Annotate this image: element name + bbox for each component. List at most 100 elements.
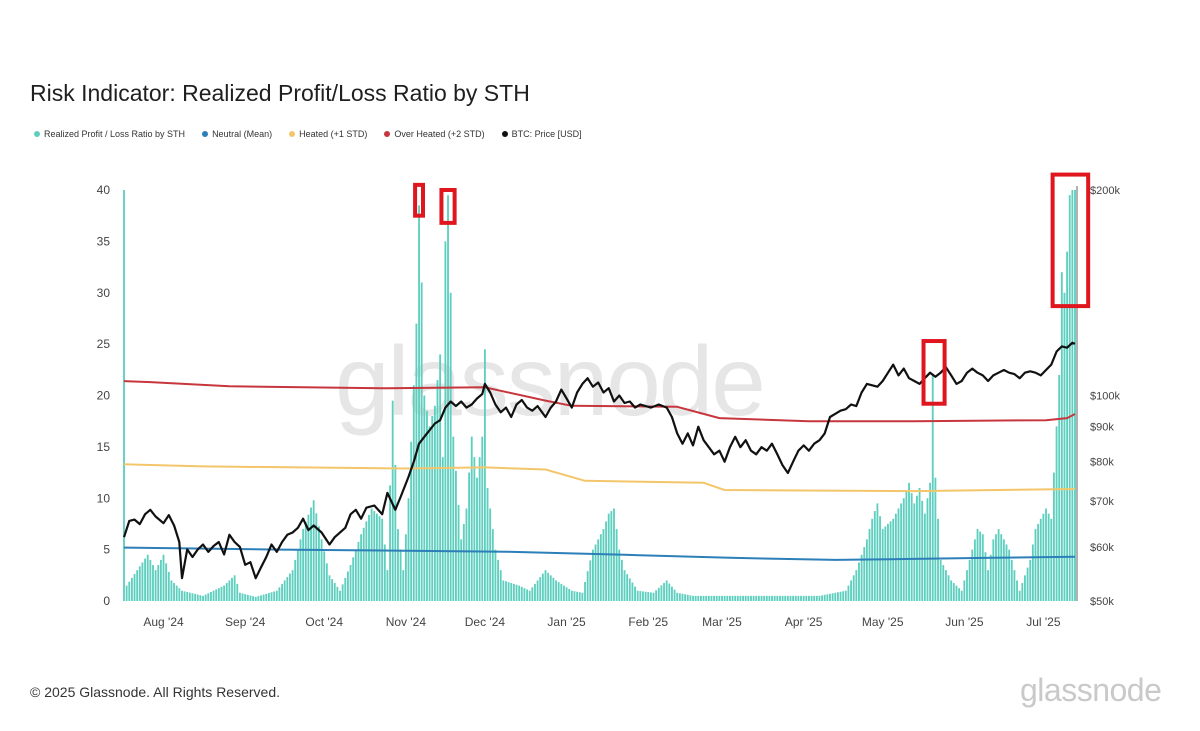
ratio-bar xyxy=(328,575,331,601)
ratio-bar xyxy=(423,395,426,601)
y-right-tick-label: $100k xyxy=(1090,391,1120,403)
ratio-bar xyxy=(736,595,739,601)
ratio-bar xyxy=(813,595,816,601)
ratio-bar xyxy=(478,457,481,601)
ratio-bar xyxy=(1002,539,1005,601)
ratio-bar xyxy=(254,596,257,601)
ratio-bar xyxy=(765,595,768,601)
ratio-bar xyxy=(552,577,555,601)
x-tick-label: Jun '25 xyxy=(945,615,984,629)
y-right-tick-label: $200k xyxy=(1090,185,1120,197)
ratio-bar xyxy=(581,592,584,601)
ratio-bar xyxy=(325,563,328,601)
ratio-bar xyxy=(934,477,937,601)
ratio-bar xyxy=(1063,292,1066,601)
ratio-bar xyxy=(491,529,494,601)
ratio-bar xyxy=(752,595,755,601)
ratio-bar xyxy=(207,593,210,601)
ratio-bar xyxy=(992,539,995,601)
ratio-bar xyxy=(502,580,505,601)
ratio-bar xyxy=(1053,472,1055,601)
ratio-bar xyxy=(628,578,631,601)
ratio-bar xyxy=(323,551,326,601)
ratio-bar xyxy=(157,565,160,601)
series-line-over-heated-2-std xyxy=(123,380,1076,423)
ratio-bar xyxy=(594,544,597,601)
legend-item-neutral[interactable]: Neutral (Mean) xyxy=(202,129,272,139)
ratio-bar xyxy=(557,582,560,601)
ratio-bar xyxy=(252,596,255,601)
ratio-bar xyxy=(829,593,831,601)
ratio-bar xyxy=(831,593,834,601)
ratio-bar xyxy=(310,507,312,601)
ratio-bar xyxy=(1050,518,1053,601)
ratio-bar xyxy=(763,595,766,601)
ratio-bar xyxy=(647,592,650,601)
ratio-bar xyxy=(823,594,826,601)
legend-swatch xyxy=(384,131,391,137)
ratio-bar xyxy=(549,575,552,601)
ratio-bar xyxy=(307,514,310,601)
ratio-bar xyxy=(534,583,536,601)
ratio-bar xyxy=(531,587,534,601)
ratio-bar xyxy=(821,595,824,601)
ratio-bar xyxy=(489,508,492,601)
highlight-box xyxy=(439,188,457,225)
ratio-bar xyxy=(236,584,239,601)
ratio-bar xyxy=(773,595,776,601)
legend: Realized Profit / Loss Ratio by STH Neut… xyxy=(34,129,582,139)
ratio-bar xyxy=(375,513,378,601)
ratio-bar xyxy=(154,570,157,601)
ratio-bar xyxy=(797,595,800,601)
ratio-bar xyxy=(960,590,963,601)
ratio-bar xyxy=(181,590,183,601)
ratio-bar xyxy=(426,410,428,601)
ratio-bar xyxy=(937,518,939,601)
ratio-bar xyxy=(244,594,247,601)
ratio-bar xyxy=(739,595,742,601)
ratio-bar xyxy=(1045,508,1047,601)
ratio-bar xyxy=(715,595,718,601)
ratio-bar xyxy=(971,549,974,601)
legend-item-overheated[interactable]: Over Heated (+2 STD) xyxy=(384,129,485,139)
ratio-bar xyxy=(199,595,202,601)
ratio-bar xyxy=(144,558,146,601)
ratio-bar xyxy=(652,592,655,601)
ratio-bar xyxy=(984,552,987,601)
ratio-bar xyxy=(302,529,305,601)
ratio-bar xyxy=(865,539,868,601)
ratio-bar xyxy=(1071,190,1074,601)
ratio-bar xyxy=(418,205,420,601)
ratio-bar xyxy=(931,374,934,601)
legend-item-realized-ratio[interactable]: Realized Profit / Loss Ratio by STH xyxy=(34,129,185,139)
ratio-bar xyxy=(449,292,452,601)
legend-item-heated[interactable]: Heated (+1 STD) xyxy=(289,129,367,139)
ratio-bar xyxy=(863,547,866,601)
ratio-bar xyxy=(331,579,334,601)
ratio-bar xyxy=(217,588,220,601)
ratio-bar xyxy=(631,582,634,601)
ratio-bar xyxy=(710,595,713,601)
ratio-bar xyxy=(518,585,521,601)
ratio-bar xyxy=(512,583,515,601)
ratio-bar xyxy=(523,588,526,601)
ratio-bar xyxy=(394,464,397,601)
ratio-bar xyxy=(750,595,752,601)
ratio-bar xyxy=(989,554,992,601)
ratio-bar xyxy=(520,586,523,601)
ratio-bar xyxy=(657,587,660,601)
legend-item-btc-price[interactable]: BTC: Price [USD] xyxy=(501,129,582,139)
ratio-bar xyxy=(997,529,1000,601)
y-left-tick-label: 5 xyxy=(103,543,110,557)
ratio-bar xyxy=(510,583,513,601)
ratio-bar xyxy=(455,470,457,601)
ratio-bar xyxy=(976,529,979,601)
ratio-bar xyxy=(294,559,297,601)
ratio-bar xyxy=(210,592,212,601)
ratio-bar xyxy=(979,531,982,601)
y-right-tick-label: $60k xyxy=(1090,542,1114,554)
ratio-bar xyxy=(591,549,594,601)
ratio-bar xyxy=(584,581,586,601)
ratio-bar xyxy=(757,595,760,601)
